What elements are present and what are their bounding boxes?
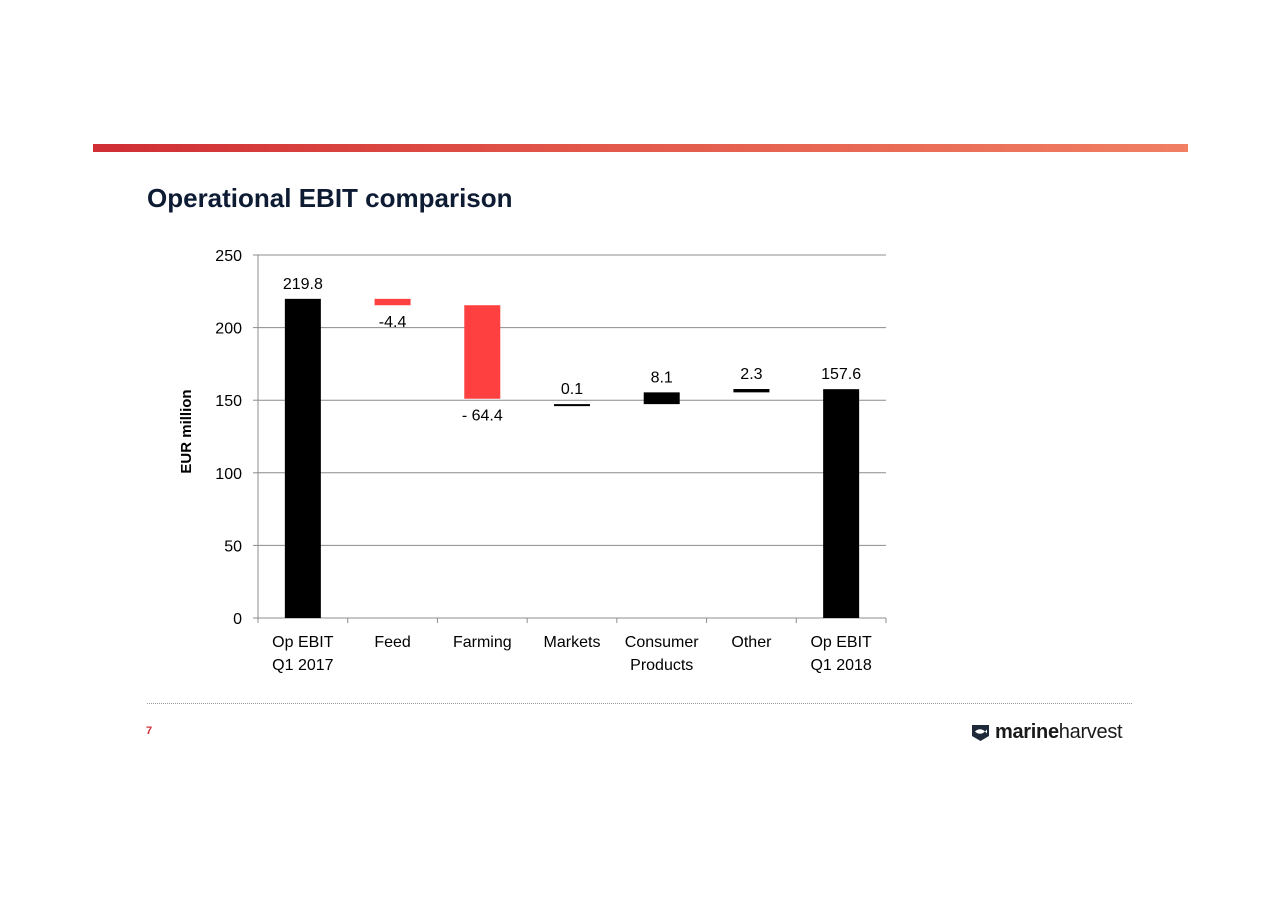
y-tick-label: 150 (215, 393, 242, 410)
page-number: 7 (146, 725, 153, 737)
y-axis-title: EUR million (178, 389, 195, 473)
header-accent-bar (93, 144, 1188, 152)
footer-divider (147, 703, 1132, 704)
logo-text-marine: marine (995, 720, 1059, 743)
category-label: Products (630, 657, 693, 674)
y-tick-label: 250 (215, 248, 242, 265)
logo-text-harvest: harvest (1058, 720, 1123, 743)
category-label: Feed (374, 634, 410, 651)
data-label: 157.6 (821, 366, 861, 383)
bar (284, 298, 321, 618)
data-label: 0.1 (561, 381, 583, 398)
category-label: Q1 2017 (272, 657, 333, 674)
category-label: Q1 2018 (810, 657, 871, 674)
slide-title: Operational EBIT comparison (147, 183, 513, 213)
bar (464, 305, 501, 399)
y-tick-label: 50 (224, 538, 242, 555)
bar (643, 392, 680, 405)
bar (554, 404, 590, 407)
fish-emblem-icon (972, 724, 989, 741)
y-tick-label: 0 (233, 611, 242, 628)
category-label: Consumer (625, 634, 699, 651)
category-label: Op EBIT (810, 634, 872, 651)
bar (733, 389, 770, 393)
company-logo: marine harvest (971, 719, 1123, 745)
data-label: - 64.4 (462, 408, 503, 425)
category-label: Op EBIT (272, 634, 334, 651)
data-label: 2.3 (740, 366, 762, 383)
category-label: Markets (544, 634, 601, 651)
data-label: -4.4 (379, 314, 407, 331)
bar (823, 389, 860, 618)
y-tick-label: 200 (215, 321, 242, 338)
data-label: 8.1 (651, 369, 673, 386)
y-tick-label: 100 (215, 466, 242, 483)
bar (374, 298, 411, 306)
category-label: Farming (453, 634, 512, 651)
data-label: 219.8 (283, 276, 323, 293)
category-label: Other (731, 634, 772, 651)
